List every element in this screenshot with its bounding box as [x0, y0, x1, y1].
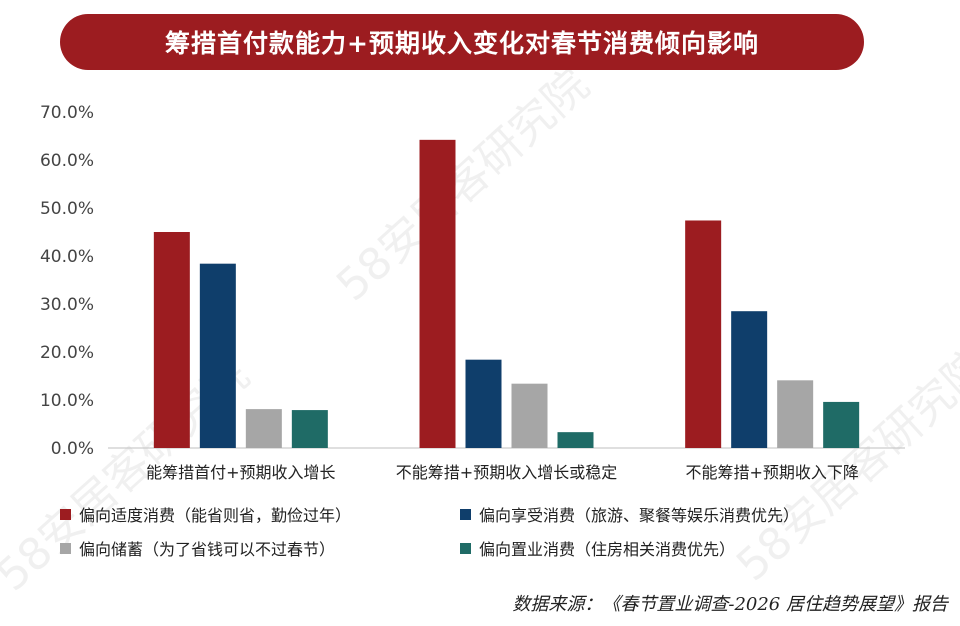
legend-item-moderate: 偏向适度消费（能省则省，勤俭过年）: [60, 502, 460, 526]
y-tick-label: 0.0%: [51, 439, 94, 459]
bar-0-0: [153, 232, 190, 448]
bar-chart: 0.0% 10.0% 20.0% 30.0% 40.0% 50.0% 60.0% 70.0% 能…: [40, 103, 905, 482]
title-banner: 筹措首付款能力+预期收入变化对春节消费倾向影响: [60, 14, 864, 70]
y-tick-label: 60.0%: [40, 151, 94, 171]
bar-1-2: [511, 383, 548, 448]
y-tick-label: 40.0%: [40, 247, 94, 267]
bar-0-3: [291, 410, 328, 448]
bar-1-1: [465, 359, 502, 448]
bar-2-1: [731, 311, 768, 448]
legend-item-savings: 偏向储蓄（为了省钱可以不过春节）: [60, 536, 460, 560]
legend-swatch-savings: [60, 542, 71, 554]
legend-swatch-housing: [460, 542, 471, 554]
bar-2-2: [777, 380, 814, 448]
legend-swatch-moderate: [60, 508, 71, 520]
y-tick-label: 20.0%: [40, 343, 94, 363]
bar-2-0: [685, 220, 722, 448]
bar-0-2: [245, 409, 282, 448]
legend-label-enjoyment: 偏向享受消费（旅游、聚餐等娱乐消费优先）: [479, 506, 800, 525]
legend-swatch-enjoyment: [460, 508, 471, 520]
legend-item-enjoyment: 偏向享受消费（旅游、聚餐等娱乐消费优先）: [460, 502, 900, 526]
bar-1-0: [419, 139, 456, 448]
bar-2-3: [823, 401, 860, 448]
legend: 偏向适度消费（能省则省，勤俭过年） 偏向享受消费（旅游、聚餐等娱乐消费优先） 偏…: [60, 502, 920, 560]
chart-title: 筹措首付款能力+预期收入变化对春节消费倾向影响: [165, 29, 759, 58]
legend-label-housing: 偏向置业消费（住房相关消费优先）: [479, 540, 736, 559]
legend-label-savings: 偏向储蓄（为了省钱可以不过春节）: [79, 540, 336, 559]
legend-label-moderate: 偏向适度消费（能省则省，勤俭过年）: [79, 506, 352, 525]
y-tick-label: 10.0%: [40, 391, 94, 411]
bar-0-1: [199, 263, 236, 448]
data-source-note: 数据来源：《春节置业调查-2026 居住趋势展望》报告: [512, 594, 948, 615]
category-label: 能筹措首付+预期收入增长: [146, 463, 335, 482]
y-tick-label: 30.0%: [40, 295, 94, 315]
bar-1-3: [557, 432, 594, 448]
category-label: 不能筹措+预期收入下降: [685, 463, 858, 482]
legend-item-housing: 偏向置业消费（住房相关消费优先）: [460, 536, 900, 560]
category-label: 不能筹措+预期收入增长或稳定: [396, 463, 617, 482]
y-tick-label: 50.0%: [40, 199, 94, 219]
y-tick-label: 70.0%: [40, 103, 94, 123]
